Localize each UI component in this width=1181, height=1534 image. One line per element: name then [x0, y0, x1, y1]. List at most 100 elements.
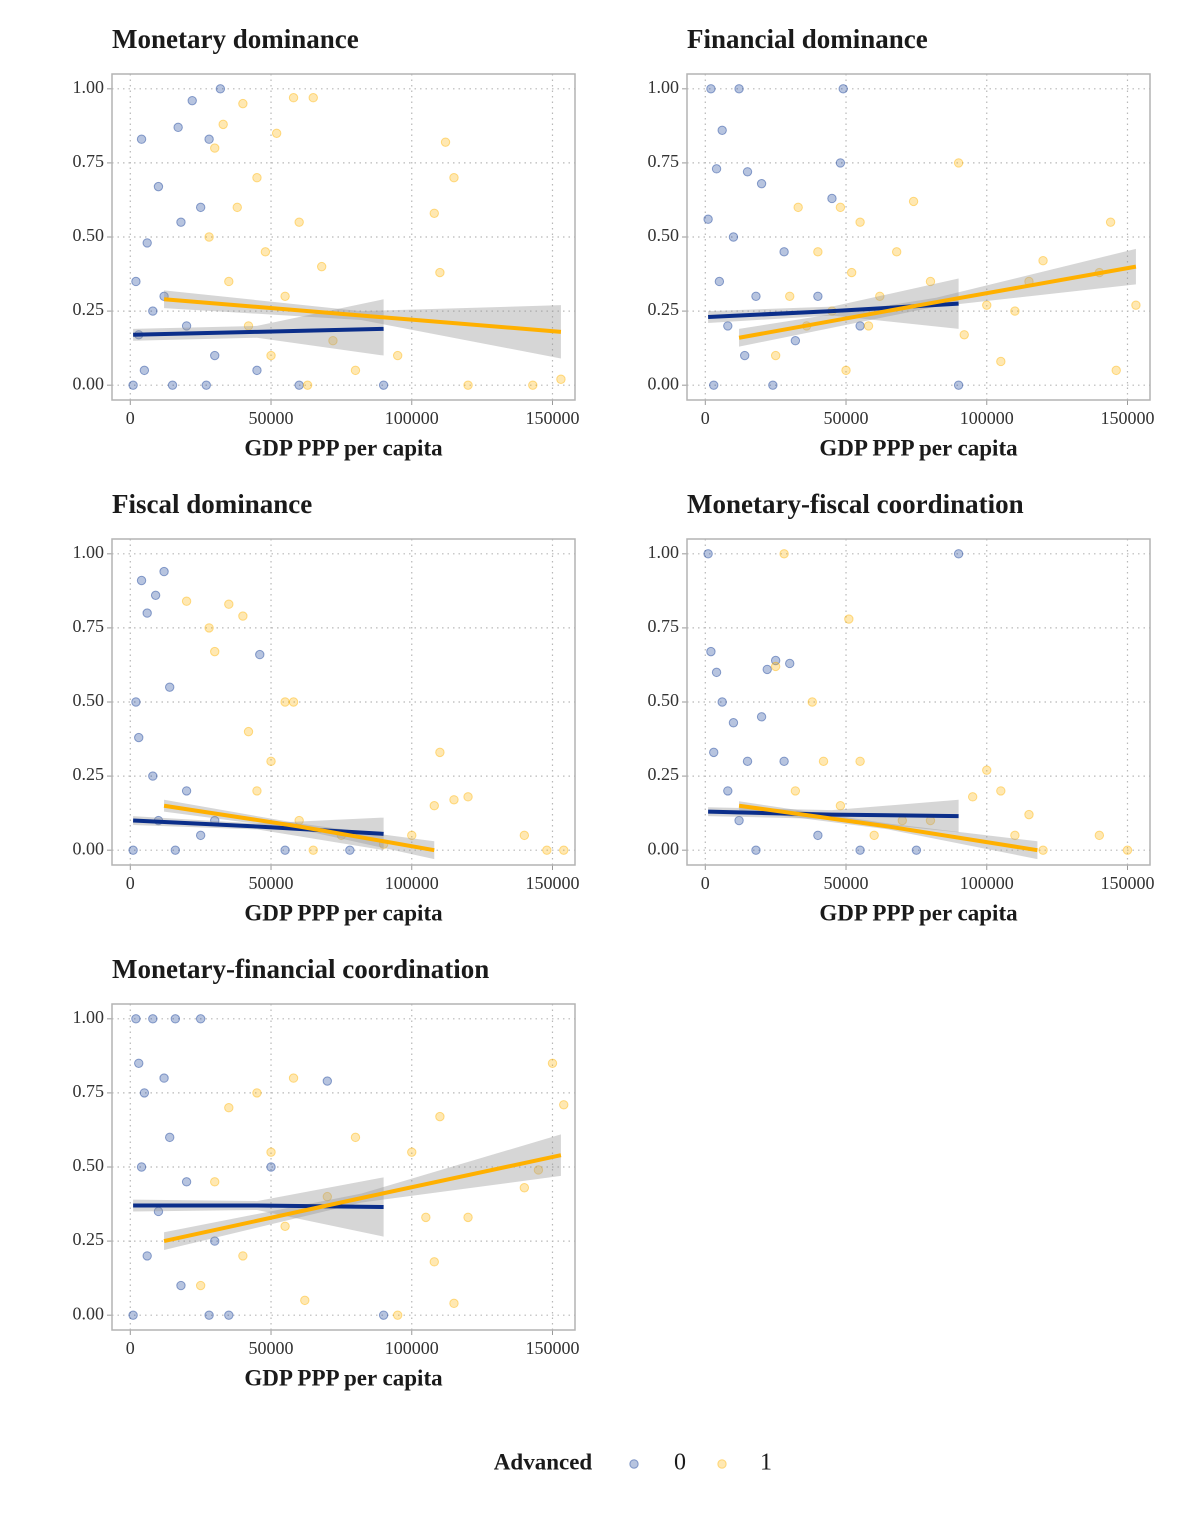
- point: [739, 350, 750, 361]
- point: [139, 365, 150, 376]
- point: [1094, 830, 1105, 841]
- point: [232, 202, 242, 213]
- point: [210, 1177, 220, 1187]
- point: [1024, 809, 1034, 820]
- y-tick-label: 0.50: [648, 225, 680, 245]
- x-tick-label: 100000: [385, 873, 439, 893]
- x-tick-label: 100000: [385, 408, 439, 428]
- point: [136, 575, 147, 586]
- point: [345, 845, 355, 855]
- point: [204, 623, 214, 633]
- point: [252, 1088, 262, 1098]
- point: [835, 202, 846, 213]
- point: [982, 300, 992, 310]
- point: [519, 830, 530, 841]
- y-tick-label: 0.25: [73, 1229, 105, 1249]
- point: [266, 1162, 276, 1172]
- point: [751, 291, 761, 301]
- point: [224, 1103, 234, 1113]
- point: [751, 845, 761, 855]
- point: [559, 1100, 569, 1110]
- y-tick-label: 0.75: [648, 616, 680, 636]
- point: [435, 1111, 445, 1122]
- point: [734, 815, 744, 826]
- point: [421, 1212, 431, 1223]
- point: [128, 380, 138, 390]
- legend-label: 0: [674, 1450, 686, 1476]
- panel-title: Monetary dominance: [112, 24, 359, 54]
- point: [181, 786, 192, 796]
- point: [429, 801, 439, 811]
- point: [703, 214, 713, 224]
- point: [463, 792, 473, 802]
- y-tick-label: 0.25: [648, 764, 680, 784]
- point: [224, 276, 234, 287]
- confidence-band: [739, 248, 1136, 347]
- point: [134, 732, 144, 743]
- y-tick-label: 0.50: [73, 690, 105, 710]
- x-tick-label: 150000: [1100, 408, 1154, 428]
- point: [770, 350, 781, 361]
- point: [288, 93, 299, 103]
- point: [953, 380, 964, 390]
- point: [131, 276, 141, 287]
- point: [463, 1212, 473, 1223]
- x-tick-label: 100000: [960, 408, 1014, 428]
- point: [855, 321, 865, 331]
- fit-line: [133, 818, 384, 836]
- point: [844, 614, 854, 624]
- point: [953, 158, 964, 168]
- point: [134, 1058, 144, 1068]
- x-tick-label: 50000: [824, 873, 869, 893]
- point: [243, 726, 254, 737]
- point: [793, 202, 803, 213]
- point: [280, 291, 290, 301]
- point: [131, 697, 141, 707]
- point: [164, 1132, 175, 1143]
- point: [770, 655, 781, 666]
- x-tick-label: 100000: [960, 873, 1014, 893]
- point: [176, 1280, 186, 1291]
- point: [224, 599, 234, 609]
- y-tick-label: 1.00: [648, 77, 680, 97]
- point: [176, 217, 186, 227]
- x-tick-label: 0: [126, 873, 135, 893]
- point: [150, 590, 161, 601]
- point: [316, 261, 327, 272]
- fit-line: [133, 1203, 384, 1210]
- point: [378, 1310, 389, 1320]
- point: [350, 1132, 361, 1143]
- point: [164, 682, 175, 692]
- y-tick-label: 0.00: [73, 373, 105, 393]
- point: [136, 134, 147, 144]
- point: [818, 756, 829, 766]
- point: [835, 158, 846, 168]
- point: [328, 336, 338, 346]
- y-tick-label: 0.25: [648, 299, 680, 319]
- point: [542, 845, 552, 855]
- x-tick-label: 0: [701, 408, 710, 428]
- point: [167, 380, 178, 390]
- point: [1010, 306, 1020, 316]
- point: [556, 374, 566, 384]
- point: [440, 137, 451, 147]
- point: [875, 291, 885, 301]
- point: [1122, 845, 1133, 855]
- y-tick-label: 0.00: [648, 838, 680, 858]
- point: [131, 1014, 141, 1024]
- point: [768, 380, 778, 390]
- point: [201, 380, 211, 390]
- point: [846, 267, 857, 278]
- point: [996, 786, 1006, 796]
- point: [252, 786, 262, 796]
- point: [308, 845, 318, 855]
- point: [148, 1014, 158, 1024]
- point: [238, 1251, 248, 1261]
- point: [728, 718, 739, 728]
- point: [1038, 256, 1048, 266]
- point: [210, 350, 220, 361]
- point: [142, 608, 152, 618]
- point: [711, 667, 722, 678]
- point: [742, 756, 753, 766]
- fit-line: [163, 1153, 562, 1244]
